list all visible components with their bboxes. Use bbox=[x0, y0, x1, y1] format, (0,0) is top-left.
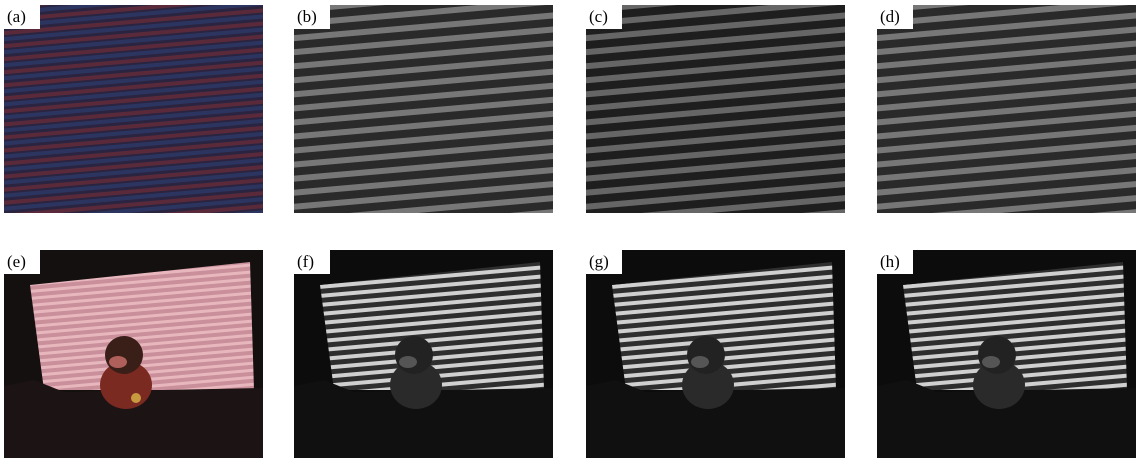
toy-head bbox=[687, 336, 725, 374]
page: (a)(b)(c)(d)(e)(f)(g)(h) (() => { const … bbox=[0, 0, 1146, 462]
toy-face bbox=[691, 356, 709, 368]
figure: (a) (b) (c) (d) (e) (f) (g) (h) bbox=[0, 0, 1146, 462]
panel: (h) bbox=[877, 250, 1136, 458]
panel: (d) bbox=[877, 5, 1136, 213]
panel-label: (d) bbox=[880, 7, 900, 26]
toy-head bbox=[395, 336, 433, 374]
toy-foot bbox=[131, 393, 141, 403]
panel: (a) bbox=[4, 5, 263, 213]
fringe-image bbox=[877, 5, 1136, 213]
panel: (c) bbox=[586, 5, 845, 213]
panel-label: (c) bbox=[589, 7, 608, 26]
panel: (e) bbox=[4, 250, 263, 458]
fringe-image bbox=[4, 5, 263, 213]
panel: (g) bbox=[586, 250, 845, 458]
fringe-image bbox=[294, 5, 553, 213]
toy-face bbox=[109, 356, 127, 368]
fringe-image bbox=[586, 5, 845, 213]
toy-head bbox=[978, 336, 1016, 374]
panel-label: (e) bbox=[7, 252, 26, 271]
panel-label: (h) bbox=[880, 252, 900, 271]
panel-label: (g) bbox=[589, 252, 609, 271]
panel-label: (b) bbox=[297, 7, 317, 26]
toy-head bbox=[105, 336, 143, 374]
panel: (b) bbox=[294, 5, 553, 213]
panel: (f) bbox=[294, 250, 553, 458]
toy-face bbox=[399, 356, 417, 368]
panel-label: (f) bbox=[297, 252, 314, 271]
toy-face bbox=[982, 356, 1000, 368]
panel-label: (a) bbox=[7, 7, 26, 26]
